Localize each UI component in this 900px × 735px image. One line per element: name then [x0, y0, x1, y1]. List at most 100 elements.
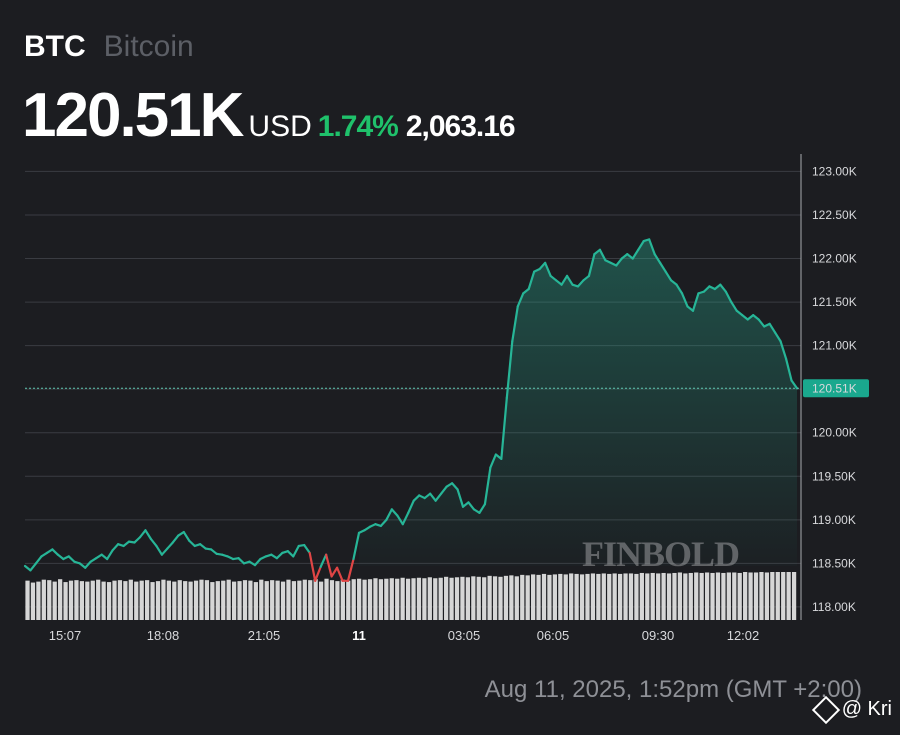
credit: @ Kri [811, 695, 892, 724]
volume-bar [536, 574, 541, 620]
price-segment [527, 270, 536, 291]
timestamp: Aug 11, 2025, 1:52pm (GMT +2:00) [484, 676, 862, 703]
price-segment [423, 492, 432, 500]
volume-bar [677, 572, 683, 620]
price-segment [538, 261, 547, 271]
volume-bar [579, 574, 585, 620]
volume-bar [433, 578, 438, 620]
price-segment [653, 253, 662, 264]
volume-bar [280, 581, 286, 620]
price-segment [593, 248, 601, 256]
price-segment [188, 539, 196, 548]
volume-bar [764, 572, 770, 620]
volume-bar [454, 577, 460, 620]
price-segment [626, 253, 634, 260]
volume-bar [444, 576, 449, 620]
volume-bar [585, 573, 590, 620]
volume-bar [237, 581, 242, 620]
price-segment [779, 340, 788, 360]
volume-bar [650, 572, 655, 620]
price-segment [23, 564, 32, 572]
price-segment [582, 274, 591, 282]
currency-label: USD [248, 110, 312, 143]
y-tick-label: 122.00K [812, 252, 857, 266]
volume-bar [367, 579, 373, 620]
volume-bar [721, 572, 726, 620]
price-segment [401, 511, 410, 526]
volume-bar [460, 576, 465, 620]
price-segment [412, 494, 421, 502]
volume-bar [531, 574, 536, 620]
volume-bar [781, 572, 786, 620]
x-axis-labels: 15:07 18:08 21:05 11 03:05 06:05 09:30 12:02 [49, 628, 760, 643]
price-segment [155, 544, 163, 556]
volume-bar [318, 581, 324, 620]
price-segment [724, 290, 733, 304]
price-segment [516, 292, 525, 308]
volume-bar [313, 579, 318, 620]
x-tick-label: 18:08 [147, 628, 180, 643]
volume-bar [112, 580, 117, 620]
volume-bar [422, 578, 427, 620]
volume-bar [694, 572, 699, 620]
volume-bar [155, 581, 161, 620]
price-segment [456, 488, 465, 508]
volume-bar [362, 579, 367, 620]
volume-bar [634, 573, 639, 620]
price-segment [752, 314, 760, 321]
volume-bar [329, 580, 335, 620]
price-segment [478, 503, 487, 514]
volume-bar [36, 581, 41, 620]
volume-bar [74, 580, 79, 620]
volume-bar [704, 572, 710, 620]
volume-bar [286, 579, 291, 620]
watermark: FINBOLD [582, 534, 739, 574]
volume-bar [395, 578, 400, 620]
volume-bar [672, 572, 677, 620]
price-segment [768, 322, 777, 334]
volume-bar [405, 578, 411, 620]
price-segment [735, 309, 744, 317]
volume-bar [726, 572, 731, 620]
volume-bar [47, 580, 52, 620]
price-segment [67, 555, 76, 563]
price-segment [100, 553, 109, 561]
asset-name: Bitcoin [103, 30, 194, 63]
price-segment [330, 566, 339, 578]
price-segment [620, 253, 629, 260]
price-segment [335, 566, 344, 582]
x-tick-label: 06:05 [537, 628, 570, 643]
price-row: 120.51K USD 1.74% 2,063.16 [22, 80, 516, 151]
volume-bar [177, 580, 182, 620]
price-segment [29, 562, 38, 572]
price-segment [675, 283, 684, 295]
volume-bar [297, 580, 302, 620]
volume-bar [183, 581, 188, 620]
volume-bar [688, 572, 693, 620]
y-tick-label: 121.00K [812, 339, 857, 353]
volume-bar [96, 579, 101, 620]
volume-bar [199, 579, 204, 620]
volume-bar [90, 580, 95, 620]
volume-bar [438, 577, 443, 620]
price-segment [505, 340, 514, 399]
price-segment [286, 550, 295, 558]
volume-bar [389, 578, 394, 620]
volume-bar [378, 579, 384, 620]
price-segment [461, 501, 470, 508]
volume-bar [128, 579, 133, 620]
volume-bar [427, 577, 432, 620]
volume-bar [552, 574, 557, 620]
price-segment [773, 331, 782, 343]
volume-bar [68, 580, 74, 620]
price-segment [111, 543, 120, 552]
volume-bar [264, 581, 269, 620]
price-segment [713, 283, 722, 291]
volume-bar [210, 582, 215, 620]
volume-bar [166, 580, 171, 620]
price-segment [741, 314, 749, 321]
volume-bar [242, 580, 248, 620]
x-tick-label: 15:07 [49, 628, 82, 643]
volume-bar [639, 572, 644, 620]
